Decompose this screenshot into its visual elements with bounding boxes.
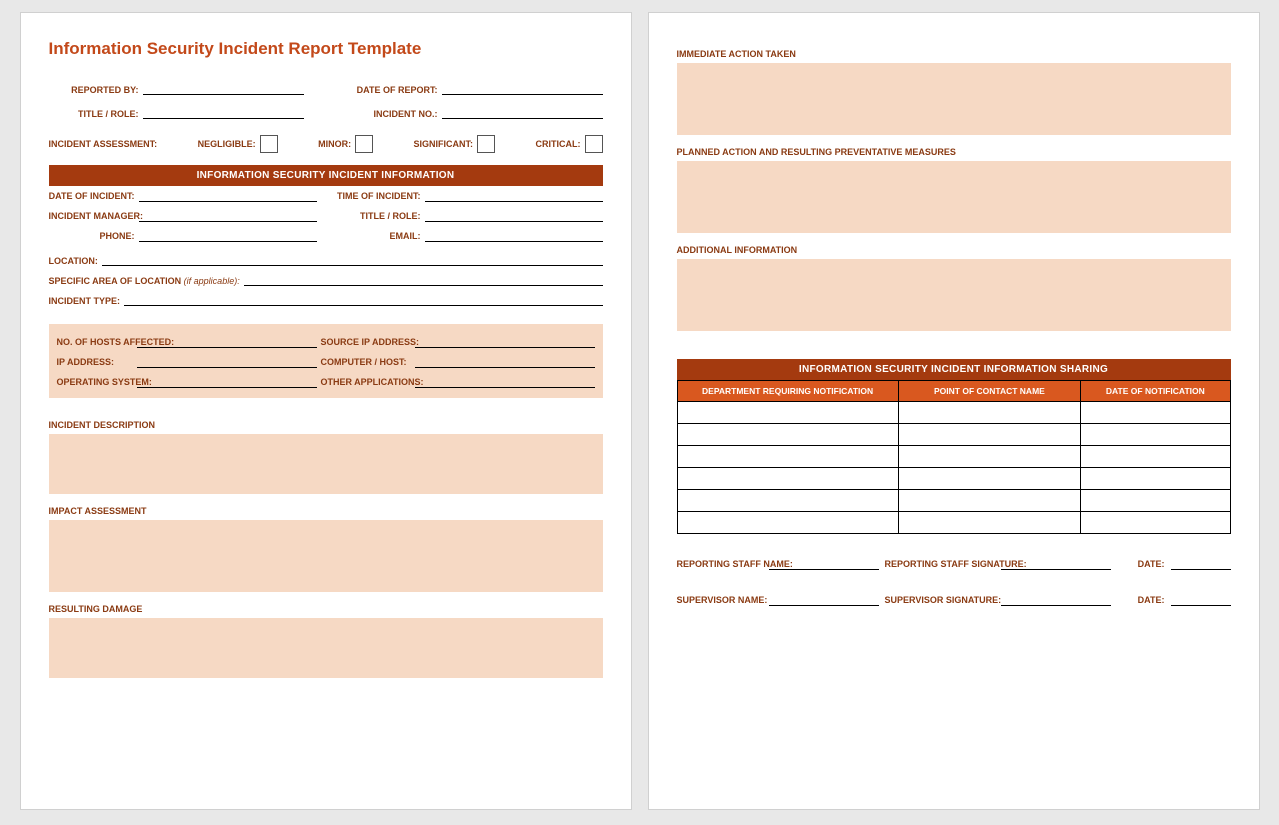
label-critical: CRITICAL: [536, 139, 581, 149]
hosts-box: NO. OF HOSTS AFFECTED: SOURCE IP ADDRESS… [49, 324, 603, 398]
row-reporting-staff: REPORTING STAFF NAME: REPORTING STAFF SI… [677, 558, 1231, 570]
row-title-role: TITLE / ROLE: INCIDENT NO.: [49, 107, 603, 119]
label-source-ip: SOURCE IP ADDRESS: [321, 338, 411, 348]
field-date-of-incident[interactable] [139, 190, 317, 202]
label-info-title-role: TITLE / ROLE: [321, 212, 421, 222]
label-reporting-staff-name: REPORTING STAFF NAME: [677, 560, 763, 570]
label-incident-no: INCIDENT NO.: [348, 109, 438, 119]
field-incident-type[interactable] [124, 294, 602, 306]
label-planned-action: PLANNED ACTION AND RESULTING PREVENTATIV… [677, 147, 1231, 157]
th-contact: POINT OF CONTACT NAME [898, 381, 1080, 402]
label-operating-system: OPERATING SYSTEM: [57, 378, 133, 388]
table-row [677, 468, 1230, 490]
table-row [677, 490, 1230, 512]
banner-incident-info: INFORMATION SECURITY INCIDENT INFORMATIO… [49, 165, 603, 186]
checkbox-critical[interactable] [585, 135, 603, 153]
label-supervisor-date: DATE: [1117, 596, 1165, 606]
field-resulting-damage[interactable] [49, 618, 603, 678]
row-reported-by: REPORTED BY: DATE OF REPORT: [49, 83, 603, 95]
page-1: Information Security Incident Report Tem… [20, 12, 632, 810]
row-assessment: INCIDENT ASSESSMENT: NEGLIGIBLE: MINOR: … [49, 135, 603, 153]
row-incident-type: INCIDENT TYPE: [49, 294, 603, 306]
row-location: LOCATION: [49, 254, 603, 266]
field-no-hosts[interactable] [137, 336, 317, 348]
field-specific-area[interactable] [244, 274, 603, 286]
label-supervisor-name: SUPERVISOR NAME: [677, 596, 763, 606]
th-date: DATE OF NOTIFICATION [1081, 381, 1230, 402]
field-location[interactable] [102, 254, 603, 266]
label-phone: PHONE: [49, 232, 135, 242]
table-row [677, 424, 1230, 446]
label-title-role: TITLE / ROLE: [49, 109, 139, 119]
field-supervisor-sig[interactable] [1001, 594, 1111, 606]
label-email: EMAIL: [321, 232, 421, 242]
checkbox-significant[interactable] [477, 135, 495, 153]
label-ip-address: IP ADDRESS: [57, 358, 133, 368]
field-incident-manager[interactable] [139, 210, 317, 222]
field-info-title-role[interactable] [425, 210, 603, 222]
field-time-of-incident[interactable] [425, 190, 603, 202]
label-additional-info: ADDITIONAL INFORMATION [677, 245, 1231, 255]
field-title-role[interactable] [143, 107, 304, 119]
label-incident-type: INCIDENT TYPE: [49, 296, 121, 306]
table-row [677, 402, 1230, 424]
label-no-hosts: NO. OF HOSTS AFFECTED: [57, 338, 133, 348]
label-minor: MINOR: [318, 139, 351, 149]
label-impact-assessment: IMPACT ASSESSMENT [49, 506, 603, 516]
field-planned-action[interactable] [677, 161, 1231, 233]
incident-info-grid: DATE OF INCIDENT: TIME OF INCIDENT: INCI… [49, 186, 603, 246]
label-reported-by: REPORTED BY: [49, 85, 139, 95]
label-immediate-action: IMMEDIATE ACTION TAKEN [677, 49, 1231, 59]
field-reporting-date[interactable] [1171, 558, 1231, 570]
label-computer-host: COMPUTER / HOST: [321, 358, 411, 368]
label-negligible: NEGLIGIBLE: [198, 139, 256, 149]
label-date-of-report: DATE OF REPORT: [348, 85, 438, 95]
banner-info-sharing: INFORMATION SECURITY INCIDENT INFORMATIO… [677, 359, 1231, 380]
row-supervisor: SUPERVISOR NAME: SUPERVISOR SIGNATURE: D… [677, 594, 1231, 606]
field-source-ip[interactable] [415, 336, 595, 348]
field-supervisor-date[interactable] [1171, 594, 1231, 606]
field-phone[interactable] [139, 230, 317, 242]
label-other-applications: OTHER APPLICATIONS: [321, 378, 411, 388]
label-location: LOCATION: [49, 256, 98, 266]
label-date-of-incident: DATE OF INCIDENT: [49, 192, 135, 202]
row-specific-area: SPECIFIC AREA OF LOCATION (if applicable… [49, 274, 603, 286]
field-reporting-staff-sig[interactable] [1001, 558, 1111, 570]
label-significant: SIGNIFICANT: [414, 139, 474, 149]
field-other-applications[interactable] [415, 376, 595, 388]
label-time-of-incident: TIME OF INCIDENT: [321, 192, 421, 202]
field-reported-by[interactable] [143, 83, 304, 95]
page-2: IMMEDIATE ACTION TAKEN PLANNED ACTION AN… [648, 12, 1260, 810]
table-row [677, 512, 1230, 534]
field-impact-assessment[interactable] [49, 520, 603, 592]
field-ip-address[interactable] [137, 356, 317, 368]
sharing-table: DEPARTMENT REQUIRING NOTIFICATION POINT … [677, 380, 1231, 534]
label-reporting-date: DATE: [1117, 560, 1165, 570]
label-reporting-staff-sig: REPORTING STAFF SIGNATURE: [885, 560, 995, 570]
label-resulting-damage: RESULTING DAMAGE [49, 604, 603, 614]
label-supervisor-sig: SUPERVISOR SIGNATURE: [885, 596, 995, 606]
table-row [677, 446, 1230, 468]
field-incident-no[interactable] [442, 107, 603, 119]
document-title: Information Security Incident Report Tem… [49, 39, 603, 59]
label-assessment: INCIDENT ASSESSMENT: [49, 139, 158, 149]
field-additional-info[interactable] [677, 259, 1231, 331]
th-department: DEPARTMENT REQUIRING NOTIFICATION [677, 381, 898, 402]
checkbox-minor[interactable] [355, 135, 373, 153]
field-date-of-report[interactable] [442, 83, 603, 95]
field-immediate-action[interactable] [677, 63, 1231, 135]
field-computer-host[interactable] [415, 356, 595, 368]
label-incident-description: INCIDENT DESCRIPTION [49, 420, 603, 430]
label-incident-manager: INCIDENT MANAGER: [49, 212, 135, 222]
sharing-table-body [677, 402, 1230, 534]
field-reporting-staff-name[interactable] [769, 558, 879, 570]
checkbox-negligible[interactable] [260, 135, 278, 153]
field-incident-description[interactable] [49, 434, 603, 494]
field-supervisor-name[interactable] [769, 594, 879, 606]
field-operating-system[interactable] [137, 376, 317, 388]
field-email[interactable] [425, 230, 603, 242]
label-specific-area: SPECIFIC AREA OF LOCATION (if applicable… [49, 276, 240, 286]
